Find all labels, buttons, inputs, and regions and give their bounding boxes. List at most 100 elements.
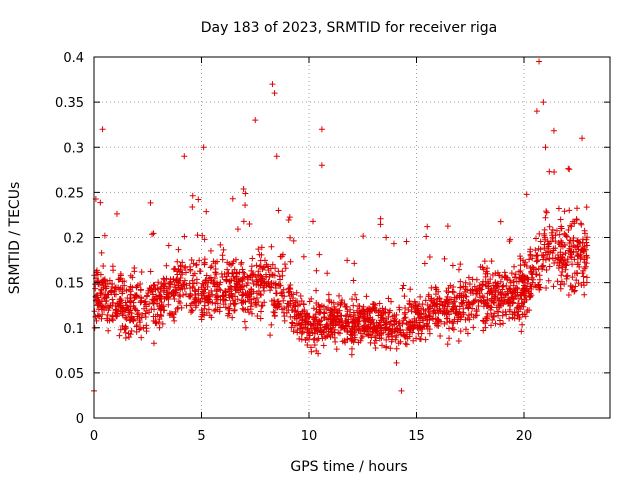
x-tick-label: 15 — [408, 429, 425, 444]
data-point — [447, 296, 454, 303]
data-point — [393, 318, 400, 325]
data-point — [318, 302, 325, 309]
data-point — [356, 308, 363, 315]
data-point — [343, 303, 350, 310]
data-point — [217, 304, 224, 311]
data-point — [150, 291, 157, 298]
data-point — [542, 236, 549, 243]
data-point — [212, 269, 219, 276]
data-point — [545, 241, 552, 248]
data-point — [316, 251, 323, 258]
data-point — [364, 317, 371, 324]
data-point — [536, 276, 543, 283]
data-point — [569, 284, 576, 291]
y-tick-label: 0 — [76, 412, 84, 427]
data-point — [130, 299, 137, 306]
data-point — [423, 323, 430, 330]
data-point — [583, 204, 590, 211]
data-point — [401, 332, 408, 339]
data-point — [166, 289, 173, 296]
data-point — [240, 291, 247, 298]
data-point — [529, 271, 536, 278]
data-point — [155, 279, 162, 286]
x-tick-label: 5 — [197, 429, 205, 444]
data-point — [416, 335, 423, 342]
data-point — [130, 317, 137, 324]
data-point — [126, 298, 133, 305]
data-point — [496, 304, 503, 311]
data-point — [476, 285, 483, 292]
data-point — [127, 291, 134, 298]
data-point — [255, 268, 262, 275]
data-point — [571, 220, 578, 227]
data-point — [532, 266, 539, 273]
data-point — [344, 336, 351, 343]
data-point — [390, 240, 397, 247]
data-point — [248, 286, 255, 293]
data-point — [423, 313, 430, 320]
data-point — [228, 285, 235, 292]
data-point — [404, 321, 411, 328]
data-point — [526, 256, 533, 263]
data-point — [143, 293, 150, 300]
data-point — [288, 324, 295, 331]
data-point — [106, 317, 113, 324]
data-point — [446, 325, 452, 332]
data-point — [534, 252, 541, 259]
data-point — [527, 251, 534, 258]
data-point — [279, 292, 286, 299]
data-point — [420, 317, 427, 324]
data-point — [297, 292, 304, 299]
data-point — [546, 255, 553, 262]
data-point — [464, 330, 471, 337]
data-point — [318, 327, 325, 334]
data-point — [361, 314, 368, 321]
data-point — [539, 263, 546, 270]
data-point — [433, 300, 440, 307]
data-point — [339, 317, 346, 324]
data-point — [141, 305, 148, 312]
data-point — [466, 281, 473, 288]
data-point — [313, 267, 320, 274]
data-point — [562, 266, 569, 273]
data-point — [559, 264, 566, 271]
data-point — [454, 310, 461, 317]
data-point — [417, 319, 424, 326]
data-point — [321, 326, 328, 333]
data-point — [581, 256, 588, 263]
data-point — [207, 277, 214, 284]
data-point — [248, 267, 255, 274]
data-point — [369, 329, 376, 336]
data-point — [473, 290, 480, 297]
data-point — [287, 234, 294, 241]
data-point — [483, 317, 490, 324]
data-point — [234, 226, 241, 233]
data-point — [411, 321, 418, 328]
data-point — [123, 315, 130, 322]
data-point — [177, 274, 184, 281]
data-point — [405, 306, 412, 313]
data-point — [310, 305, 317, 312]
data-point — [433, 322, 440, 329]
data-point — [460, 297, 467, 304]
data-point — [246, 298, 253, 305]
data-point — [111, 291, 118, 298]
data-point — [280, 286, 287, 293]
data-point — [311, 342, 318, 349]
data-point — [573, 269, 580, 276]
data-point — [165, 242, 172, 249]
data-point — [156, 316, 163, 323]
data-point — [231, 301, 238, 308]
data-point — [549, 226, 556, 233]
data-point — [563, 262, 570, 269]
data-point — [266, 283, 273, 290]
data-point — [105, 291, 112, 298]
data-point — [97, 271, 104, 278]
data-point — [569, 274, 576, 281]
data-point — [558, 272, 565, 279]
data-point — [510, 299, 517, 306]
data-point — [142, 310, 149, 317]
data-point — [387, 345, 394, 352]
y-tick-label: 0.1 — [63, 322, 84, 337]
data-point — [271, 313, 278, 320]
